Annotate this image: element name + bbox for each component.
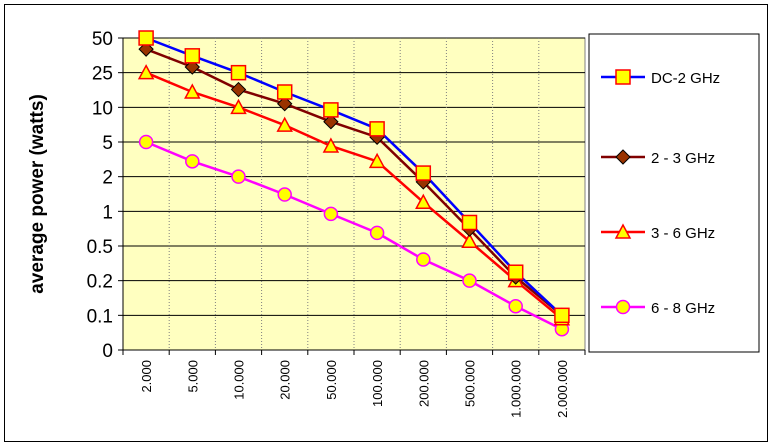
data-point (322, 137, 340, 153)
data-point (507, 264, 524, 280)
y-tick-label: 5 (102, 133, 113, 154)
x-tick-label: 100.000 (370, 360, 385, 407)
legend-marker (615, 149, 631, 165)
data-point (323, 114, 339, 130)
x-tick-label: 2.000 (139, 360, 154, 393)
data-point (323, 206, 339, 222)
data-point (277, 187, 292, 202)
y-tick-label: 50 (92, 29, 113, 50)
x-tick-label: 5.000 (185, 360, 200, 393)
y-tick-label: 0.5 (87, 237, 113, 258)
legend-label: 2 - 3 GHz (651, 150, 715, 167)
legend-box (588, 33, 760, 353)
x-tick-label: 50.000 (324, 360, 339, 400)
data-point (323, 102, 339, 118)
data-point (137, 64, 155, 80)
y-tick-label: 2 (102, 168, 113, 189)
x-tick-label: 20.000 (278, 360, 293, 400)
data-point (230, 98, 247, 115)
y-tick-label: 25 (92, 64, 113, 85)
x-tick-label: 1.000.000 (509, 360, 524, 418)
data-point (138, 30, 154, 46)
y-tick-label: 0.2 (87, 272, 113, 293)
series-line (145, 71, 563, 320)
series-line (145, 140, 563, 331)
data-point (461, 232, 478, 248)
x-tick-label: 200.000 (416, 360, 431, 407)
data-point (369, 225, 385, 241)
data-point (461, 214, 478, 231)
x-tick-label: 10.000 (232, 360, 247, 400)
y-tick-label: 10 (92, 98, 113, 119)
data-point (415, 165, 432, 181)
data-point (184, 83, 201, 99)
data-point (138, 134, 154, 150)
data-point (230, 64, 247, 81)
chart-frame: 0 0.1 0.2 0.5 1 2 5 10 25 50 2.000 5.000 10.000 20.00… (4, 4, 768, 442)
series-line (145, 47, 563, 317)
series-line (145, 36, 563, 317)
y-axis-title: average power (watts) (27, 94, 48, 294)
x-tick-label: 500.000 (463, 360, 478, 407)
data-point (276, 96, 293, 112)
data-point (185, 154, 200, 169)
legend-label: DC-2 GHz (651, 70, 720, 87)
data-point (231, 169, 246, 184)
y-tick-label: 0.1 (87, 306, 113, 327)
x-tick-label: 2.000.000 (555, 360, 570, 418)
data-point (554, 307, 570, 324)
data-point (276, 116, 293, 132)
data-point (230, 81, 247, 98)
data-point (416, 252, 431, 267)
legend-label: 3 - 6 GHz (651, 225, 715, 242)
data-point (369, 121, 385, 137)
legend-marker (615, 299, 631, 315)
legend-marker (615, 69, 631, 85)
legend-label: 6 - 8 GHz (651, 300, 715, 317)
data-point (368, 152, 386, 169)
data-point (415, 193, 432, 209)
data-point (508, 298, 523, 314)
y-tick-label: 0 (102, 341, 113, 362)
data-point (276, 84, 293, 100)
data-point (184, 48, 201, 64)
y-tick-label: 1 (102, 202, 113, 223)
data-point (462, 273, 477, 288)
legend-marker (614, 223, 632, 239)
